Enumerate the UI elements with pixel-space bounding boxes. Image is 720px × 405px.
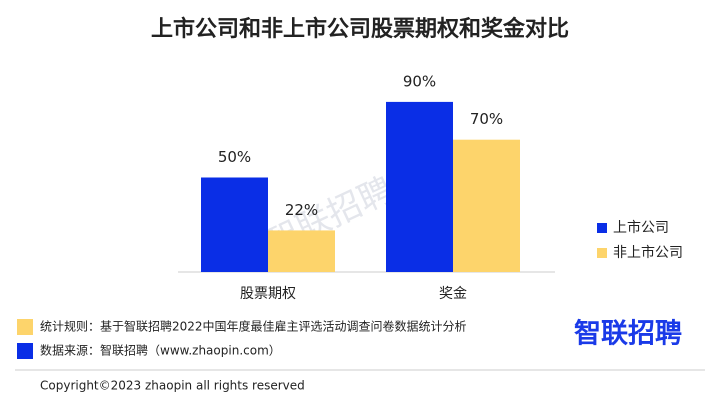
note-text: 数据来源：智联招聘（www.zhaopin.com）	[40, 343, 281, 358]
bar	[453, 139, 520, 272]
logo: 智联招聘	[574, 319, 682, 350]
bar	[386, 101, 453, 273]
x-tick-label: 股票期权	[240, 286, 296, 302]
note-text: 统计规则：基于智联招聘2022中国年度最佳雇主评选活动调查问卷数据统计分析	[40, 319, 467, 334]
chart-title: 上市公司和非上市公司股票期权和奖金对比	[151, 16, 569, 42]
bar	[268, 230, 335, 272]
value-label: 22%	[285, 201, 318, 219]
bar	[201, 177, 268, 272]
legend-swatch	[597, 223, 607, 233]
legend-swatch	[597, 248, 607, 258]
legend-label: 上市公司	[613, 219, 669, 236]
value-label: 50%	[218, 148, 251, 166]
note-swatch	[17, 319, 33, 335]
note-swatch	[17, 343, 33, 359]
x-tick-label: 奖金	[439, 285, 467, 302]
value-label: 70%	[470, 110, 503, 128]
legend-label: 非上市公司	[613, 244, 683, 261]
copyright: Copyright©2023 zhaopin all rights reserv…	[40, 379, 305, 393]
value-label: 90%	[403, 72, 436, 90]
